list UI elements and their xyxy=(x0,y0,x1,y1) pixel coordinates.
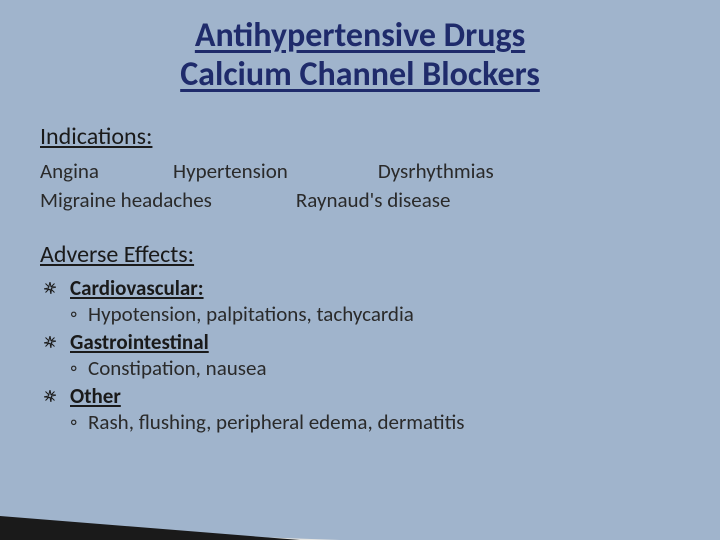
indications-row-2: Migraine headaches Raynaud's disease xyxy=(40,186,680,214)
spacer xyxy=(288,157,378,185)
decorative-wedge xyxy=(0,498,340,540)
indications-row-1: Angina Hypertension Dysrhythmias xyxy=(40,157,680,185)
indication-item: Dysrhythmias xyxy=(378,157,494,185)
indications-body: Angina Hypertension Dysrhythmias Migrain… xyxy=(40,157,680,214)
indication-item: Migraine headaches xyxy=(40,186,212,214)
title-line-2: Calcium Channel Blockers xyxy=(40,55,680,94)
adverse-item-label: Gastrointestinal xyxy=(70,329,680,355)
star-bullet-icon xyxy=(44,282,60,294)
indication-item: Hypertension xyxy=(173,157,288,185)
adverse-list: Cardiovascular: Hypotension, palpitation… xyxy=(40,275,680,435)
adverse-item-body: Other Rash, flushing, peripheral edema, … xyxy=(70,383,680,435)
adverse-item-sub: Hypotension, palpitations, tachycardia xyxy=(70,301,680,327)
slide-title: Antihypertensive Drugs Calcium Channel B… xyxy=(40,16,680,94)
spacer xyxy=(99,157,173,185)
spacer xyxy=(212,186,296,214)
adverse-item-label: Cardiovascular: xyxy=(70,275,680,301)
adverse-item-sub: Constipation, nausea xyxy=(70,355,680,381)
indication-item: Raynaud's disease xyxy=(296,186,451,214)
adverse-item: Cardiovascular: Hypotension, palpitation… xyxy=(44,275,680,327)
adverse-heading: Adverse Effects: xyxy=(40,240,680,269)
adverse-item-body: Cardiovascular: Hypotension, palpitation… xyxy=(70,275,680,327)
star-bullet-icon xyxy=(44,336,60,348)
indications-heading: Indications: xyxy=(40,122,680,151)
slide: Antihypertensive Drugs Calcium Channel B… xyxy=(0,0,720,457)
adverse-item: Gastrointestinal Constipation, nausea xyxy=(44,329,680,381)
adverse-item: Other Rash, flushing, peripheral edema, … xyxy=(44,383,680,435)
star-bullet-icon xyxy=(44,390,60,402)
adverse-item-sub: Rash, flushing, peripheral edema, dermat… xyxy=(70,409,680,435)
indication-item: Angina xyxy=(40,157,99,185)
adverse-item-label: Other xyxy=(70,383,680,409)
title-line-1: Antihypertensive Drugs xyxy=(40,16,680,55)
adverse-item-body: Gastrointestinal Constipation, nausea xyxy=(70,329,680,381)
